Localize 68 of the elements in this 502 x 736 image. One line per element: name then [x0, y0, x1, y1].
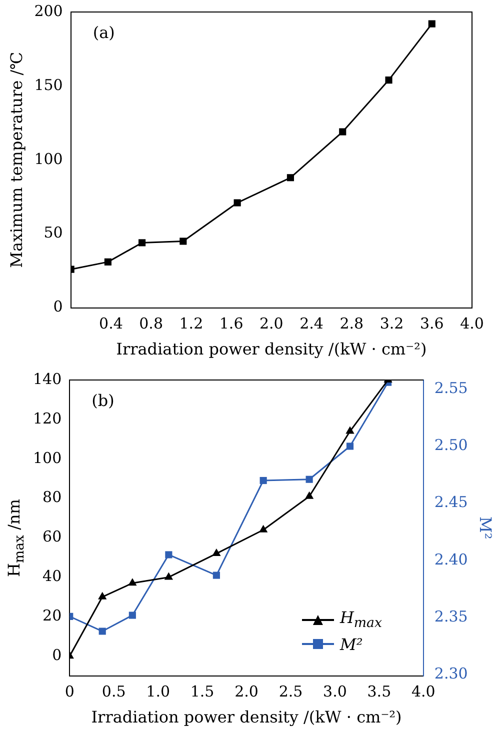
x-tick-label: 2.0: [234, 682, 258, 701]
point: [212, 572, 220, 579]
legend-label: M²: [340, 634, 363, 654]
x-axis-title: Irradiation power density /(kW · cm⁻²): [91, 708, 402, 727]
x-tick-label: 3.5: [367, 682, 392, 701]
y-tick-label: 100: [32, 448, 62, 467]
x-tick-label: 0.4: [99, 314, 123, 333]
point: [98, 592, 107, 600]
point: [346, 442, 354, 450]
y2-tick-label: 2.40: [434, 550, 468, 568]
point: [306, 476, 313, 483]
point: [260, 476, 267, 484]
y-tick-label: 20: [42, 606, 62, 625]
point: [212, 548, 221, 556]
x-tick-label: 2.8: [340, 314, 364, 333]
y2-tick-label: 2.55: [434, 379, 468, 398]
y-axis-title: Maximum temperature /℃: [6, 52, 26, 268]
y2-axis-title: M²: [476, 516, 496, 540]
x-axis-title: Irradiation power density /(kW · cm⁻²): [116, 340, 427, 359]
x-tick-label: 2.0: [259, 314, 284, 333]
y2-tick-label: 2.30: [434, 664, 468, 683]
point: [128, 612, 136, 619]
y-tick-label: 0: [53, 298, 63, 316]
y-tick-label: 0: [52, 646, 62, 664]
x-tick-label: 1.5: [190, 682, 214, 701]
y-tick-label: 100: [34, 150, 63, 168]
x-tick-label: 3.2: [380, 314, 404, 333]
y-tick-label: 150: [34, 76, 63, 94]
point: [346, 426, 354, 434]
y-tick-label: 200: [34, 2, 63, 20]
x-tick-label: 2.4: [300, 314, 324, 333]
legend-label: H$_{max}$: [340, 608, 382, 632]
point: [165, 551, 172, 558]
y-tick-label: 140: [32, 370, 62, 388]
x-tick-label: 0.5: [102, 682, 126, 701]
annotation: (b): [92, 391, 114, 410]
x-tick-label: 3.6: [420, 314, 444, 333]
y2-tick-label: 2.50: [434, 436, 468, 454]
point: [258, 524, 268, 532]
point: [180, 238, 187, 245]
y-tick-label: 50: [44, 224, 63, 242]
x-tick-label: 1.2: [179, 314, 204, 333]
point: [164, 572, 174, 580]
y-tick-label: 40: [42, 567, 62, 586]
y-tick-label: 120: [32, 409, 62, 428]
x-tick-label: 0: [64, 682, 74, 701]
y2-tick-label: 2.35: [434, 607, 468, 626]
x-tick-label: 3.0: [323, 682, 347, 701]
point: [128, 578, 137, 586]
point: [286, 174, 294, 182]
y-tick-label: 80: [42, 488, 62, 506]
point: [104, 258, 112, 266]
point: [339, 128, 346, 136]
point: [428, 20, 436, 28]
x-tick-label: 1.0: [146, 682, 170, 701]
x-tick-label: 4.0: [411, 682, 436, 701]
y2-tick-label: 2.45: [434, 493, 468, 512]
annotation: (a): [92, 23, 115, 42]
x-tick-label: 0.8: [139, 314, 163, 333]
point: [138, 239, 146, 246]
point: [234, 199, 241, 206]
point: [304, 491, 314, 499]
point: [98, 628, 106, 635]
x-tick-label: 1.6: [219, 314, 244, 333]
x-tick-label: 4.0: [460, 314, 484, 333]
x-tick-label: 2.5: [278, 682, 303, 701]
point: [385, 76, 392, 84]
y-tick-label: 60: [42, 528, 62, 546]
